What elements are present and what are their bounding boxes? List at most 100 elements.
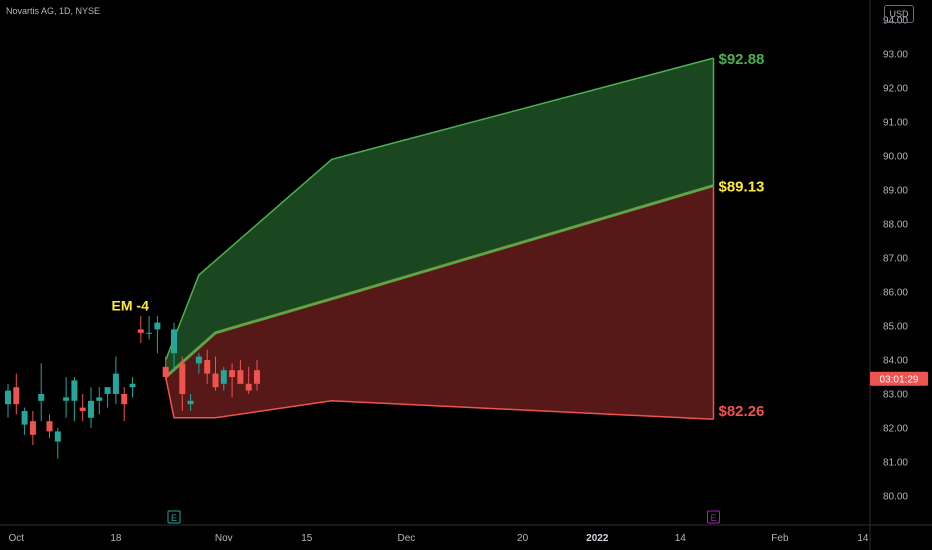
current-price-tag <box>870 371 928 386</box>
price-tick-label: 84.00 <box>883 356 908 367</box>
earnings-event-marker: E <box>707 510 720 524</box>
candle-body <box>212 373 219 388</box>
current-price-countdown: 03:01:29 <box>880 375 919 386</box>
candle <box>195 353 202 374</box>
candle <box>237 360 244 384</box>
candle-body <box>63 397 70 401</box>
candle-body <box>21 411 28 425</box>
candle-body <box>171 329 177 354</box>
mid-target-label: $89.13 <box>719 179 765 196</box>
time-tick-label: Oct <box>9 533 25 544</box>
candle-body <box>104 387 111 394</box>
candle-body <box>38 394 45 401</box>
price-tick-label: 90.00 <box>883 152 908 163</box>
candle-body <box>204 360 211 374</box>
event-marker-box <box>167 510 181 524</box>
candle <box>13 373 20 415</box>
time-tick-label: 2022 <box>586 533 609 544</box>
candle <box>137 315 144 343</box>
time-tick-label: 14 <box>857 533 869 544</box>
price-tick-label: 94.00 <box>883 16 908 27</box>
candle-body <box>112 373 119 394</box>
time-tick-label: 15 <box>301 533 313 544</box>
candle <box>5 383 11 418</box>
candle <box>29 411 36 445</box>
event-marker-box <box>707 510 720 524</box>
candle-body <box>179 363 186 394</box>
candle-body <box>237 370 244 384</box>
candle <box>121 387 128 422</box>
candle <box>54 428 61 459</box>
time-tick-label: 14 <box>675 533 687 544</box>
candle <box>220 366 227 391</box>
time-tick-label: 18 <box>110 533 122 544</box>
price-tick-label: 85.00 <box>883 322 908 333</box>
candle <box>171 322 177 371</box>
candle <box>21 407 28 435</box>
candle-body <box>54 431 61 442</box>
candle <box>96 387 103 415</box>
candle <box>179 356 186 411</box>
price-tick-label: 92.00 <box>883 84 908 95</box>
candle-body <box>146 332 153 334</box>
candle <box>154 315 161 354</box>
candle <box>112 356 119 405</box>
candle <box>63 377 70 418</box>
candle-body <box>29 421 36 435</box>
candle-body <box>129 383 136 388</box>
candle-body <box>254 370 260 384</box>
upper-bound-line <box>165 57 714 361</box>
price-tick-label: 88.00 <box>883 220 908 231</box>
candle-body <box>162 366 169 377</box>
lower-target-label: $82.26 <box>719 403 765 420</box>
price-tick-label: 81.00 <box>883 458 908 469</box>
candle <box>162 356 169 381</box>
time-tick-label: 20 <box>517 533 529 544</box>
candle-body <box>137 329 144 333</box>
price-tick-label: 80.00 <box>883 492 908 503</box>
lower-bound-line <box>164 376 714 420</box>
currency-button[interactable]: USD <box>884 5 914 23</box>
candle-body <box>96 397 103 401</box>
candle <box>104 387 111 408</box>
candle-body <box>187 400 194 405</box>
candle-body <box>71 380 78 401</box>
upper-target-label: $92.88 <box>719 51 765 68</box>
candle-body <box>220 370 227 384</box>
candle-body <box>88 400 94 418</box>
event-marker-glyph: E <box>171 513 177 523</box>
candle <box>187 394 194 411</box>
candle-body <box>5 390 11 405</box>
candle <box>88 387 94 428</box>
candle <box>245 366 252 394</box>
price-tick-label: 93.00 <box>883 50 908 61</box>
candle-body <box>13 387 20 405</box>
candle-body <box>195 356 202 364</box>
candle <box>79 394 86 422</box>
time-tick-label: Dec <box>398 533 416 544</box>
candle-body <box>154 322 161 330</box>
event-marker-glyph: E <box>710 513 716 523</box>
candle-body <box>79 407 86 411</box>
lower-zone-fill <box>165 185 714 420</box>
candle-body <box>121 394 128 405</box>
price-tick-label: 89.00 <box>883 186 908 197</box>
time-tick-label: Feb <box>771 533 789 544</box>
price-tick-label: 82.00 <box>883 424 908 435</box>
price-tick-label: 87.00 <box>883 254 908 265</box>
candle <box>204 349 211 384</box>
mid-line <box>165 184 714 378</box>
time-tick-label: Nov <box>215 533 233 544</box>
candle-body <box>46 421 53 432</box>
candle <box>229 363 236 398</box>
candle <box>254 360 260 391</box>
candle <box>212 356 219 391</box>
earnings-event-marker: E <box>167 510 181 524</box>
price-tick-label: 83.00 <box>883 390 908 401</box>
em-annotation: EM -4 <box>112 298 150 314</box>
candle <box>46 414 53 439</box>
candle <box>38 363 45 422</box>
upper-zone-fill <box>165 58 714 377</box>
